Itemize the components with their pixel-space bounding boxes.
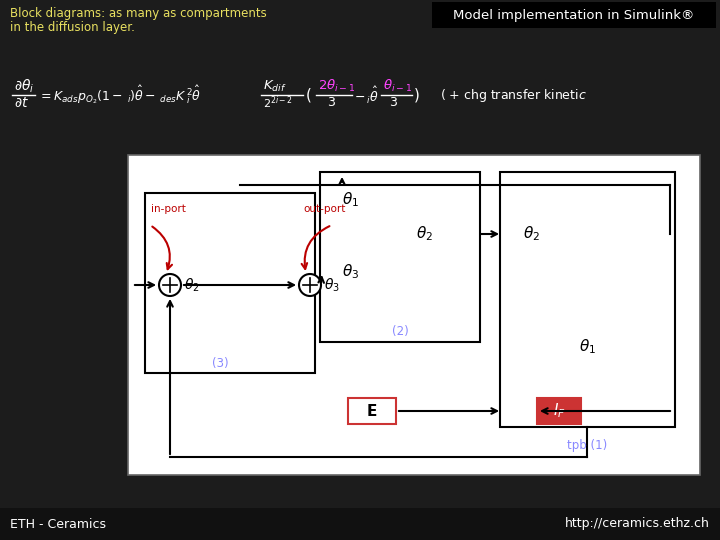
Bar (320, 172, 480, 342)
Text: output: output (541, 429, 576, 439)
Text: $3$: $3$ (389, 97, 398, 110)
Bar (145, 193, 315, 373)
Text: ETH - Ceramics: ETH - Ceramics (10, 517, 106, 530)
Text: $\theta_3$: $\theta_3$ (342, 262, 359, 281)
Text: in the diffusion layer.: in the diffusion layer. (10, 21, 135, 33)
Text: E: E (366, 403, 377, 418)
Text: $\partial t$: $\partial t$ (14, 96, 29, 110)
Text: (3): (3) (212, 356, 228, 369)
Text: $\theta_2$: $\theta_2$ (416, 225, 433, 244)
Text: $\theta_2$: $\theta_2$ (523, 225, 541, 244)
Text: http://ceramics.ethz.ch: http://ceramics.ethz.ch (565, 517, 710, 530)
Bar (348, 398, 396, 424)
Text: $)$: $)$ (413, 86, 420, 104)
Text: $(\ $: $(\ $ (305, 86, 312, 104)
Text: $\theta_3$: $\theta_3$ (324, 276, 340, 294)
Text: $3$: $3$ (327, 97, 336, 110)
Text: in-port: in-port (150, 204, 186, 214)
Text: $\theta_{i-1}$: $\theta_{i-1}$ (383, 78, 412, 94)
Text: out-port: out-port (304, 204, 346, 214)
Text: $= K_{ads}p_{O_2}(1-\,_i)\hat{\theta}-\,_{des}K\,_i^2\hat{\theta}$: $= K_{ads}p_{O_2}(1-\,_i)\hat{\theta}-\,… (38, 84, 202, 106)
Text: (2): (2) (392, 326, 408, 339)
Text: $2^{2i-2}$: $2^{2i-2}$ (263, 94, 293, 111)
Text: $\theta_1$: $\theta_1$ (580, 338, 597, 356)
Bar (537, 398, 581, 424)
Text: $\theta_1$: $\theta_1$ (342, 191, 359, 210)
Text: ( + chg transfer kineti$c$: ( + chg transfer kineti$c$ (440, 86, 587, 104)
Text: $K_{dif}$: $K_{dif}$ (263, 78, 287, 93)
Bar (128, 155, 700, 475)
Text: Model implementation in Simulink®: Model implementation in Simulink® (454, 9, 695, 22)
Circle shape (159, 274, 181, 296)
Text: $-\,_i\hat{\theta}$: $-\,_i\hat{\theta}$ (354, 84, 379, 106)
Text: $I_F$: $I_F$ (553, 402, 565, 420)
Text: $2\theta_{i-1}$: $2\theta_{i-1}$ (318, 78, 356, 94)
Text: input: input (359, 429, 385, 439)
Bar (500, 172, 675, 427)
Text: $\theta_2$: $\theta_2$ (184, 276, 199, 294)
Text: Block diagrams: as many as compartments: Block diagrams: as many as compartments (10, 8, 266, 21)
Text: tpb (1): tpb (1) (567, 438, 608, 451)
Circle shape (299, 274, 321, 296)
Bar (0, 508, 720, 540)
FancyBboxPatch shape (432, 2, 716, 28)
Text: $\partial\theta_i$: $\partial\theta_i$ (14, 77, 35, 94)
